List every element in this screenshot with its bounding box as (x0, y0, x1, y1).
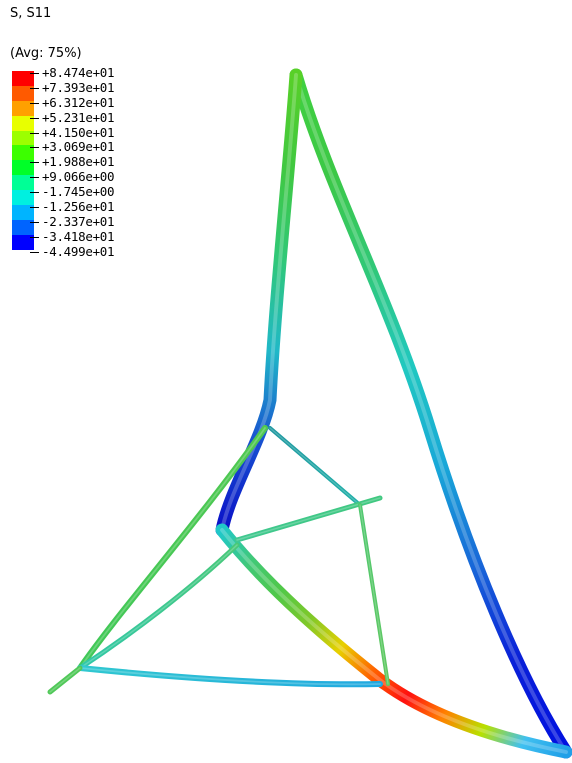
member-bottom-tie (77, 665, 383, 688)
legend-swatch-3 (12, 115, 34, 131)
legend-tick-label: -2.337e+01 (29, 213, 115, 229)
legend-tick-label: -1.745e+00 (29, 184, 115, 200)
legend-swatch-9 (12, 205, 34, 220)
member-highlight (236, 497, 381, 541)
averaging-label: (Avg: 75%) (10, 46, 82, 61)
member-left-vertical-chord (215, 68, 303, 537)
member-highlight (79, 544, 238, 669)
legend-tick-label: +9.066e+00 (29, 169, 115, 185)
member-highlight (294, 73, 568, 754)
legend-tick-label: +1.988e+01 (29, 154, 115, 170)
contour-legend-labels: +8.474e+01 +7.393e+01 +6.312e+01 +5.231e+01… (29, 65, 115, 260)
member-highlight (49, 667, 81, 693)
legend-swatch-8 (12, 190, 34, 206)
member-highlight (269, 427, 361, 506)
member-mid-cross-brace (234, 495, 383, 543)
legend-swatch-7 (12, 175, 34, 191)
member-bottom-left-stub (47, 665, 83, 695)
legend-tick-label: -3.418e+01 (29, 228, 115, 244)
member-highlight (79, 427, 266, 669)
legend-swatch-2 (12, 100, 34, 116)
member-top-cross-brace (268, 426, 362, 507)
legend-swatch-4 (12, 130, 34, 146)
contour-legend-colorbar (12, 71, 34, 250)
legend-swatch-6 (12, 160, 34, 176)
legend-swatch-0 (12, 71, 34, 86)
variable-label: S, S11 (10, 6, 52, 21)
member-highlight (359, 504, 389, 685)
legend-tick-label: +5.231e+01 (29, 109, 115, 125)
member-highlight (79, 667, 381, 686)
legend-tick-label: +6.312e+01 (29, 94, 115, 110)
legend-tick-label: +8.474e+01 (29, 65, 115, 80)
member-right-vertical-brace (358, 503, 390, 686)
legend-tick-label: -1.256e+01 (29, 199, 115, 215)
member-inner-left-brace (77, 542, 240, 671)
legend-swatch-11 (12, 234, 34, 250)
member-highlight (220, 528, 568, 754)
member-outer-left-brace (77, 425, 268, 671)
legend-tick-label: +3.069e+01 (29, 139, 115, 155)
legend-swatch-5 (12, 145, 34, 161)
member-upper-right-chord (289, 68, 572, 759)
legend-tick-label: -4.499e+01 (29, 243, 115, 259)
legend-swatch-1 (12, 85, 34, 101)
member-main-diagonal (215, 523, 572, 759)
member-highlight (220, 73, 298, 532)
legend-swatch-10 (12, 219, 34, 235)
legend-tick-label: +7.393e+01 (29, 79, 115, 95)
legend-tick-label: +4.150e+01 (29, 124, 115, 140)
